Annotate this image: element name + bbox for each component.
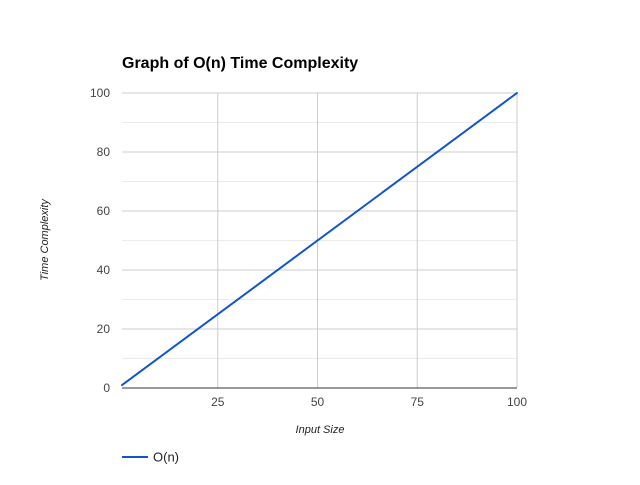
y-axis-ticks: 0 20 40 60 80 100 xyxy=(90,86,110,395)
x-axis-ticks: 25 50 75 100 xyxy=(211,395,527,409)
legend: O(n) xyxy=(122,450,179,465)
y-tick-label-0: 0 xyxy=(103,381,110,395)
minor-gridlines xyxy=(122,122,517,359)
y-axis-title: Time Complexity xyxy=(39,198,51,281)
series-lines xyxy=(121,92,518,387)
y-tick-label-80: 80 xyxy=(97,145,111,159)
chart-title: Graph of O(n) Time Complexity xyxy=(122,55,358,72)
major-gridlines xyxy=(122,92,518,388)
y-tick-label-20: 20 xyxy=(97,322,111,336)
y-tick-label-60: 60 xyxy=(97,204,111,218)
x-tick-label-50: 50 xyxy=(311,395,325,409)
x-tick-label-75: 75 xyxy=(411,395,425,409)
x-axis-title: Input Size xyxy=(296,424,345,436)
y-tick-label-40: 40 xyxy=(97,263,111,277)
series-line-0 xyxy=(121,92,518,387)
x-tick-label-100: 100 xyxy=(507,395,527,409)
x-tick-label-25: 25 xyxy=(211,395,225,409)
legend-label-on: O(n) xyxy=(153,450,179,465)
y-tick-label-100: 100 xyxy=(90,86,110,100)
